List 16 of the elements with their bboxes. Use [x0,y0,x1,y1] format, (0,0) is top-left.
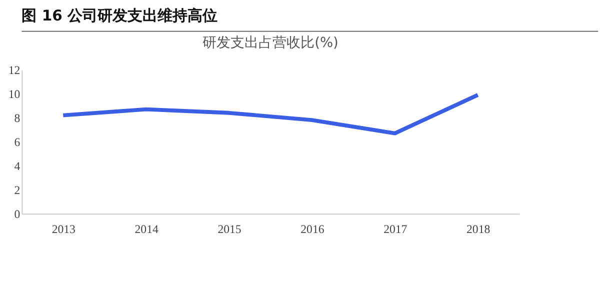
y-tick-label: 4 [14,159,20,174]
line-series [61,92,480,136]
chart-subtitle: 研发支出占营收比(%) [202,35,338,52]
x-tick-label: 2015 [218,222,242,236]
y-tick-label: 2 [14,183,20,198]
x-tick-label: 2014 [134,222,158,236]
x-tick-label: 2013 [52,222,76,236]
x-tick-label: 2018 [466,222,490,236]
x-tick-label: 2016 [300,222,324,236]
y-tick-label: 10 [8,87,20,102]
y-tick-label: 0 [14,207,20,222]
chart-title: 图 16 公司研发支出维持高位 [22,6,218,24]
y-tick-label: 6 [14,135,20,150]
y-tick-label: 8 [14,111,20,126]
y-tick-label: 12 [8,63,20,78]
x-tick-label: 2017 [384,222,408,236]
